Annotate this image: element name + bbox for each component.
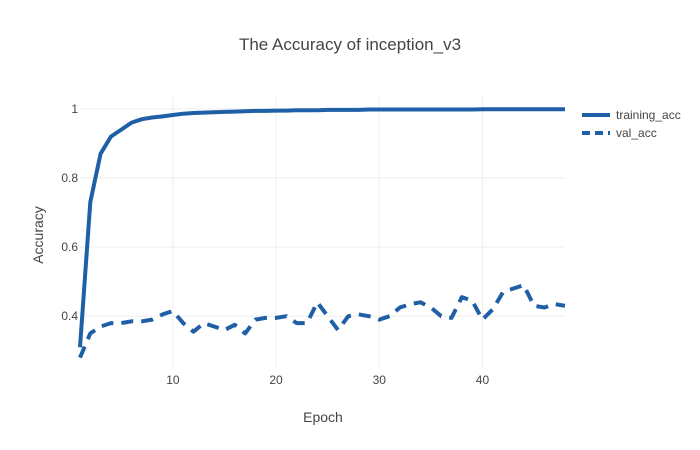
legend-item-training_acc[interactable]: training_acc [582, 108, 681, 122]
plot-area [78, 107, 566, 359]
x-tick-label: 40 [476, 373, 490, 387]
y-tick-label: 0.4 [61, 309, 78, 323]
gridlines [80, 95, 565, 368]
y-tick-label: 1 [71, 102, 78, 116]
x-tick-label: 30 [373, 373, 387, 387]
x-axis-title: Epoch [303, 409, 343, 425]
x-tick-label: 20 [269, 373, 283, 387]
y-tick-label: 0.6 [61, 240, 78, 254]
series-line-training_acc [78, 107, 565, 348]
legend-item-val_acc[interactable]: val_acc [582, 126, 657, 140]
chart-title: The Accuracy of inception_v3 [239, 35, 461, 54]
axes: 10 20 30 40 0.4 0.6 0.8 1 [61, 102, 489, 387]
legend-label: training_acc [616, 108, 681, 122]
legend-label: val_acc [616, 126, 657, 140]
y-axis-title: Accuracy [30, 206, 46, 264]
series-line-val_acc [78, 283, 566, 359]
y-tick-label: 0.8 [61, 171, 78, 185]
x-tick-label: 10 [166, 373, 180, 387]
legend[interactable]: training_acc val_acc [582, 108, 681, 140]
